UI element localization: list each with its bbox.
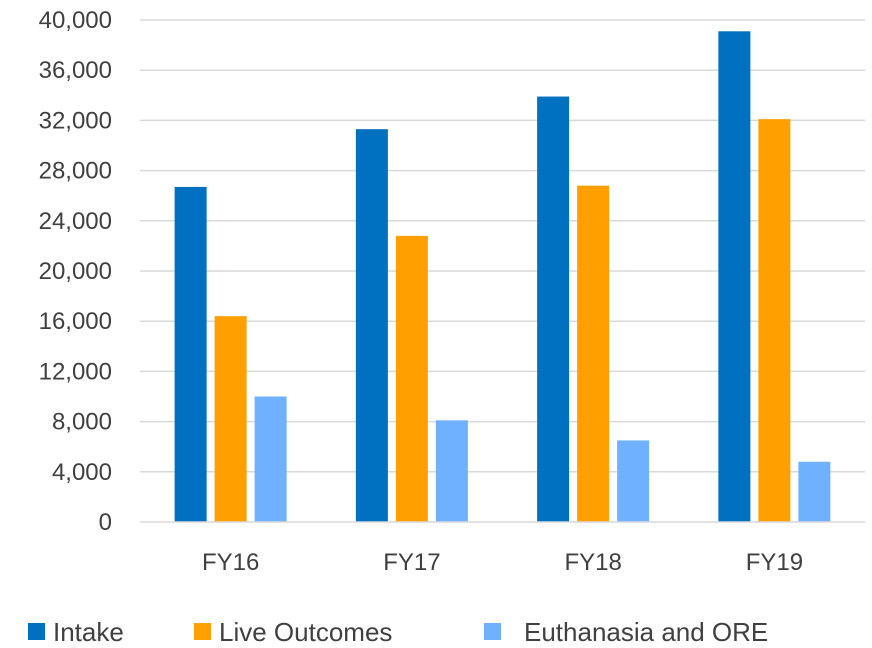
x-tick-label: FY17 xyxy=(383,549,440,576)
y-tick-label: 0 xyxy=(99,509,112,536)
bar-live-outcomes-fy16 xyxy=(214,316,247,522)
y-tick-label: 4,000 xyxy=(52,459,112,486)
bar-live-outcomes-fy18 xyxy=(577,185,610,522)
legend-item-live-outcomes: Live Outcomes xyxy=(194,617,392,647)
legend: Intake Live Outcomes Euthanasia and ORE xyxy=(28,617,768,647)
bar-euthanasia-and-ore-fy18 xyxy=(617,440,650,522)
bar-intake-fy18 xyxy=(537,96,570,523)
y-axis: 0 4,000 8,000 12,000 16,000 20,000 24,000 28,00… xyxy=(39,7,112,536)
bars xyxy=(174,31,831,523)
y-tick-label: 24,000 xyxy=(39,208,112,235)
bar-euthanasia-and-ore-fy16 xyxy=(254,396,287,522)
x-tick-label: FY18 xyxy=(564,549,621,576)
y-tick-label: 36,000 xyxy=(39,57,112,84)
bar-euthanasia-and-ore-fy17 xyxy=(435,420,468,522)
x-tick-label: FY16 xyxy=(202,549,259,576)
legend-label: Intake xyxy=(53,617,124,647)
gridlines xyxy=(140,19,865,473)
legend-swatch xyxy=(28,623,45,640)
bar-intake-fy16 xyxy=(174,186,207,523)
legend-label: Live Outcomes xyxy=(219,617,392,647)
bar-intake-fy17 xyxy=(355,129,388,522)
bar-live-outcomes-fy19 xyxy=(758,119,791,523)
y-tick-label: 20,000 xyxy=(39,258,112,285)
y-tick-label: 32,000 xyxy=(39,107,112,134)
bar-intake-fy19 xyxy=(718,31,751,522)
y-tick-label: 40,000 xyxy=(39,7,112,34)
x-tick-label: FY19 xyxy=(746,549,803,576)
bar-euthanasia-and-ore-fy19 xyxy=(798,461,831,522)
legend-item-euthanasia-and-ore: Euthanasia and ORE xyxy=(484,617,768,647)
legend-item-intake: Intake xyxy=(28,617,124,647)
y-tick-label: 28,000 xyxy=(39,158,112,185)
y-tick-label: 16,000 xyxy=(39,308,112,335)
bar-live-outcomes-fy17 xyxy=(395,235,428,523)
legend-label: Euthanasia and ORE xyxy=(524,617,768,647)
x-axis: FY16 FY17 FY18 FY19 xyxy=(140,521,865,576)
y-tick-label: 12,000 xyxy=(39,358,112,385)
legend-swatch xyxy=(484,623,501,640)
legend-swatch xyxy=(194,623,211,640)
y-tick-label: 8,000 xyxy=(52,409,112,436)
